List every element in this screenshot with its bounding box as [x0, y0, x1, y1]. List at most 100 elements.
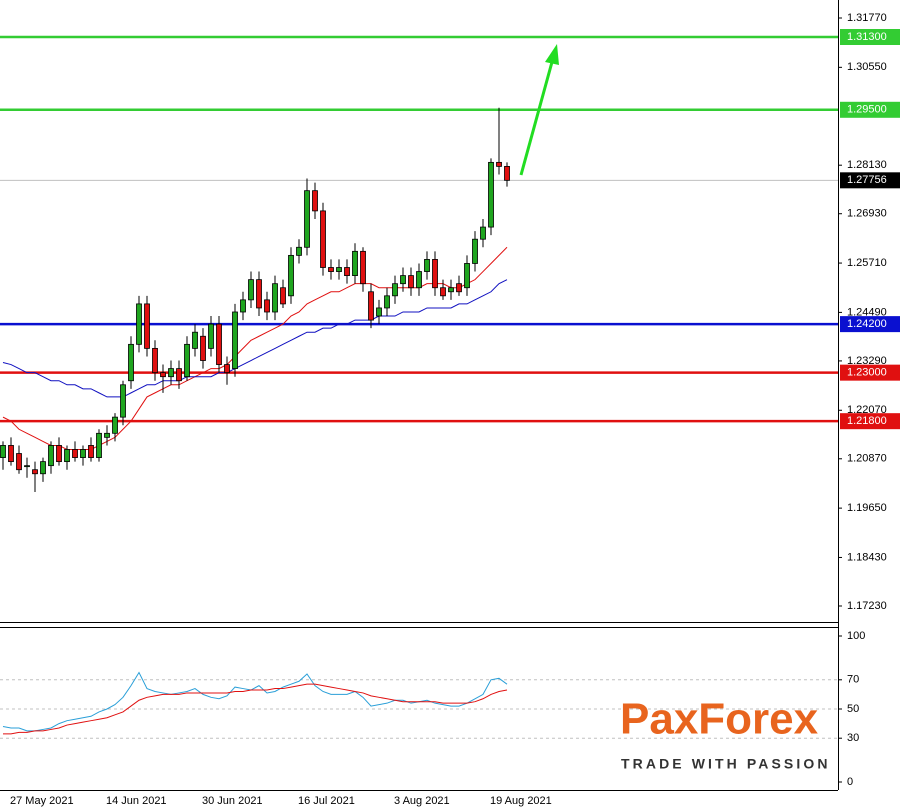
candle-body: [240, 299, 246, 313]
y-tick-label: 1.22070: [847, 404, 887, 416]
candle-body: [464, 263, 470, 289]
candle-body: [160, 372, 166, 378]
arrow-shaft: [519, 61, 554, 176]
candle-body: [64, 449, 70, 463]
candle-body: [384, 295, 390, 309]
candle-body: [136, 303, 142, 345]
candle-body: [48, 445, 54, 467]
y-tick-label: 100: [847, 630, 865, 642]
candle-body: [416, 271, 422, 289]
y-tick-label: 1.17230: [847, 600, 887, 612]
candle-body: [24, 465, 30, 468]
candle-body: [104, 432, 110, 438]
logo-brand: PaxForex: [620, 695, 819, 744]
candle-body: [0, 445, 6, 458]
y-tick-label: 1.18430: [847, 551, 887, 563]
last-price-label: 1.27756: [847, 174, 887, 186]
candle-body: [272, 283, 278, 313]
x-tick-label: 16 Jul 2021: [298, 795, 355, 807]
candle-body: [296, 246, 302, 256]
x-tick-label: 30 Jun 2021: [202, 795, 263, 807]
candle-body: [424, 259, 430, 272]
level-box: [840, 101, 900, 118]
level-box: [840, 364, 900, 381]
candle-body: [144, 303, 150, 349]
candle-body: [32, 469, 38, 475]
candle-body: [376, 307, 382, 317]
candle-body: [232, 311, 238, 370]
y-tick-label: 30: [847, 732, 859, 744]
level-label: 1.23000: [847, 367, 887, 379]
candle-body: [8, 445, 14, 463]
candle-body: [40, 461, 46, 475]
arrow-head: [545, 44, 559, 65]
y-tick-label: 1.24490: [847, 306, 887, 318]
candle-body: [360, 250, 366, 285]
candle-body: [472, 238, 478, 264]
candle-body: [392, 283, 398, 297]
y-tick-label: 1.25710: [847, 257, 887, 269]
y-tick-label: 70: [847, 674, 859, 686]
candle-body: [304, 190, 310, 248]
candle-body: [368, 291, 374, 321]
candle-body: [336, 267, 342, 272]
level-box: [840, 29, 900, 46]
candle-body: [456, 283, 462, 293]
candle-body: [248, 279, 254, 301]
x-tick-label: 3 Aug 2021: [394, 795, 450, 807]
candle-body: [504, 166, 510, 181]
candle-body: [440, 287, 446, 297]
candle-body: [224, 364, 230, 374]
candle-body: [352, 250, 358, 276]
y-tick-label: 1.30550: [847, 61, 887, 73]
candle-body: [256, 279, 262, 309]
candle-body: [16, 453, 22, 471]
oscillator-line: [3, 683, 508, 735]
candle-body: [120, 384, 126, 418]
candle-body: [80, 449, 86, 458]
candle-body: [328, 267, 334, 272]
y-tick-label: 0: [847, 776, 853, 788]
moving-average: [2, 279, 508, 398]
y-tick-label: 1.19650: [847, 502, 887, 514]
candle-body: [320, 210, 326, 268]
candle-body: [200, 335, 206, 361]
candle-body: [280, 287, 286, 305]
candle-body: [56, 445, 62, 463]
candle-body: [264, 299, 270, 313]
candle-body: [72, 449, 78, 458]
forecast-arrow: [519, 44, 559, 176]
y-tick-label: 1.28130: [847, 159, 887, 171]
candle-body: [288, 254, 294, 297]
y-tick-label: 1.31770: [847, 12, 887, 24]
level-label: 1.31300: [847, 31, 887, 43]
candle-body: [184, 343, 190, 378]
candle-body: [432, 259, 438, 289]
candle-body: [88, 445, 94, 458]
level-box: [840, 413, 900, 430]
candle-body: [408, 275, 414, 289]
level-label: 1.24200: [847, 318, 887, 330]
level-box: [840, 316, 900, 333]
candle-body: [312, 190, 318, 212]
candle-body: [192, 331, 198, 349]
y-tick-label: 50: [847, 703, 859, 715]
candle-body: [400, 275, 406, 285]
last-price-box: [840, 172, 900, 189]
candle-body: [344, 267, 350, 276]
candle-body: [208, 323, 214, 349]
y-tick-label: 1.20870: [847, 453, 887, 465]
moving-average: [2, 246, 508, 450]
y-tick-label: 1.26930: [847, 208, 887, 220]
candle-body: [128, 343, 134, 382]
candle-body: [176, 368, 182, 382]
level-label: 1.21800: [847, 415, 887, 427]
x-tick-label: 27 May 2021: [10, 795, 74, 807]
oscillator-line: [2, 671, 508, 732]
plot-area: [0, 35, 838, 739]
y-tick-label: 1.23290: [847, 355, 887, 367]
logo-tagline: TRADE WITH PASSION: [621, 756, 831, 772]
candle-body: [96, 432, 102, 458]
